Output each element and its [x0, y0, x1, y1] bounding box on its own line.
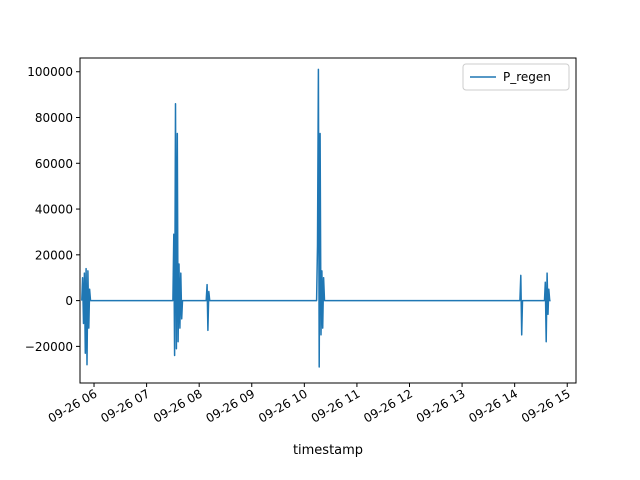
- y-tick-label: 60000: [35, 157, 73, 171]
- legend-label-p-regen: P_regen: [503, 70, 551, 84]
- y-axis-ticks: −20000 0 20000 40000 60000 80000 100000: [25, 65, 80, 354]
- legend-box: [462, 63, 570, 91]
- y-tick-label: 20000: [35, 248, 73, 262]
- y-tick-label: 0: [65, 294, 73, 308]
- series-line-p-regen: [81, 68, 551, 368]
- axes-frame: [79, 57, 577, 384]
- y-tick-label: 100000: [27, 65, 73, 79]
- y-tick-label: 40000: [35, 203, 73, 217]
- plot-area: [81, 68, 551, 368]
- y-tick-label: 80000: [35, 111, 73, 125]
- x-axis-label: timestamp: [293, 443, 363, 458]
- y-tick-label: −20000: [25, 340, 73, 354]
- legend: P_regen: [462, 63, 570, 91]
